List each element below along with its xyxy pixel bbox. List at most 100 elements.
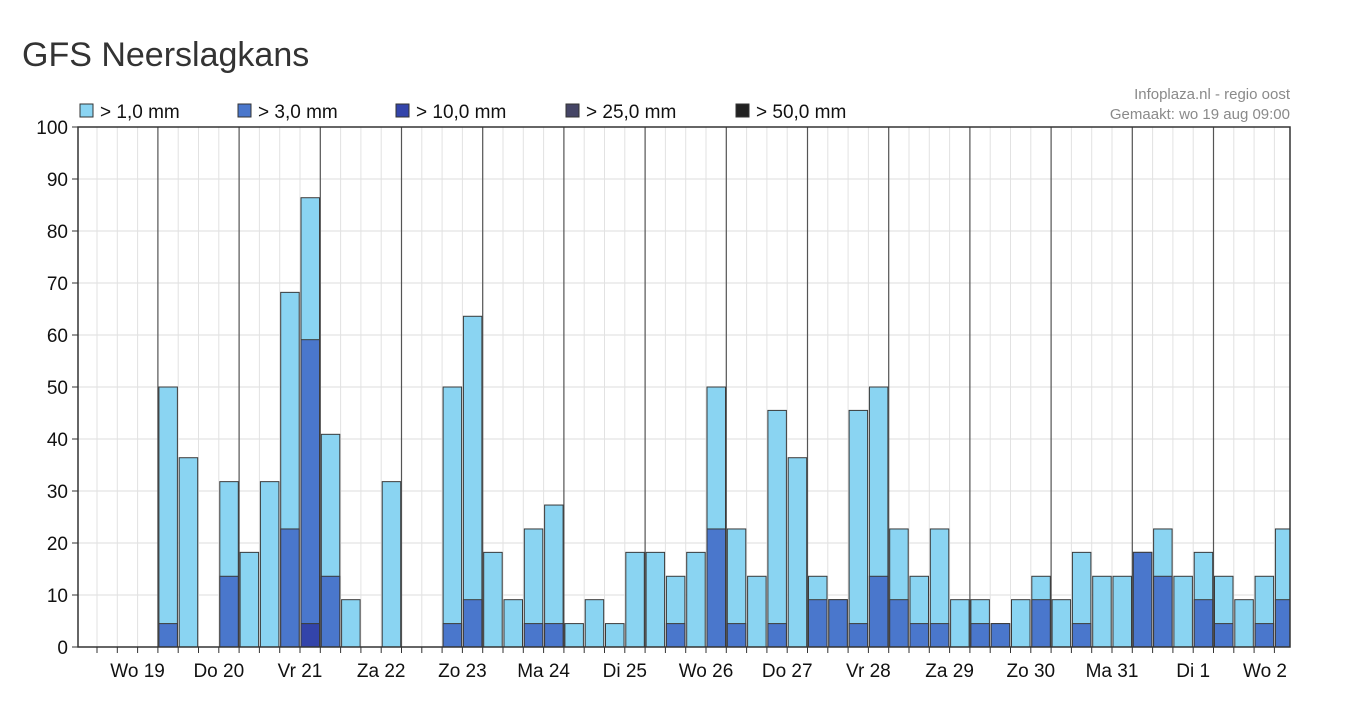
bar-series-1	[1254, 623, 1275, 648]
x-day-label: Vr 28	[846, 661, 891, 682]
bar-series-1	[280, 528, 300, 648]
bar-series-2	[300, 623, 320, 648]
bar-series-1	[889, 599, 909, 648]
bar-series-1	[320, 575, 341, 648]
bar-series-1	[665, 623, 686, 648]
bar-series-0	[1092, 575, 1112, 648]
x-day-label: Za 22	[357, 661, 406, 682]
bar-series-0	[1051, 599, 1072, 648]
x-day-label: Za 29	[925, 661, 974, 682]
bar-series-1	[706, 528, 726, 648]
legend-label: > 3,0 mm	[258, 102, 338, 123]
x-day-label: Do 20	[193, 661, 244, 682]
bar-series-1	[929, 623, 950, 648]
bar-series-0	[787, 457, 808, 648]
bar-series-0	[259, 481, 280, 648]
bar-series-0	[605, 623, 625, 648]
bar-series-0	[848, 409, 869, 648]
legend-label: > 1,0 mm	[100, 102, 180, 123]
y-tick-label: 50	[47, 378, 68, 399]
bar-series-0	[625, 551, 645, 648]
y-tick-label: 80	[47, 222, 68, 243]
legend-swatch	[735, 103, 750, 118]
legend-label: > 25,0 mm	[586, 102, 676, 123]
legend-label: > 10,0 mm	[416, 102, 506, 123]
bar-series-1	[808, 599, 828, 648]
bar-series-0	[747, 575, 767, 648]
x-day-label: Do 27	[762, 661, 813, 682]
x-day-label: Ma 31	[1086, 661, 1139, 682]
bar-series-1	[970, 623, 990, 648]
y-tick-label: 30	[47, 482, 68, 503]
bar-series-1	[1132, 551, 1153, 648]
page-title: GFS Neerslagkans	[22, 36, 310, 74]
bar-series-1	[1274, 599, 1291, 648]
bar-series-1	[990, 623, 1011, 648]
legend: > 1,0 mm > 3,0 mm > 10,0 mm > 25,0 mm > 50,0…	[79, 102, 846, 123]
grid-lines	[78, 126, 1290, 647]
bar-series-1	[1193, 599, 1214, 648]
x-day-label: Vr 21	[278, 661, 323, 682]
bar-series-0	[239, 551, 260, 648]
bar-series-0	[1011, 599, 1031, 648]
bar-series-1	[1071, 623, 1092, 648]
bar-series-1	[1153, 575, 1173, 648]
x-day-label: Ma 24	[517, 661, 570, 682]
bar-series-0	[686, 551, 706, 648]
bar-series-0	[503, 599, 523, 648]
bar-series-1	[523, 623, 544, 648]
bar-series-0	[462, 315, 483, 648]
bar-series-0	[564, 623, 584, 648]
bar-series-0	[178, 457, 199, 648]
source-note-line: Gemaakt: wo 19 aug 09:00	[1110, 106, 1290, 123]
bar-series-0	[1173, 575, 1193, 648]
bar-series-1	[544, 623, 564, 648]
y-tick-label: 70	[47, 274, 68, 295]
x-day-label: Wo 19	[110, 661, 165, 682]
bar-series-1	[828, 599, 848, 648]
y-tick-label: 20	[47, 534, 68, 555]
x-day-label: Di 25	[603, 661, 647, 682]
bar-series-1	[1214, 623, 1234, 648]
bar-series-0	[584, 599, 605, 648]
bar-series-1	[462, 599, 483, 648]
y-tick-label: 90	[47, 170, 68, 191]
x-day-label: Di 1	[1176, 661, 1210, 682]
axis-labels: 0 10 20 30 40 50 60 70 80 90 100 Wo 19 Do 20 Vr 21 Za …	[36, 118, 1287, 682]
y-tick-label: 10	[47, 586, 68, 607]
bar-series-0	[341, 599, 361, 648]
x-day-label: Wo 26	[679, 661, 734, 682]
legend-label: > 50,0 mm	[756, 102, 846, 123]
bar-series-0	[483, 551, 503, 648]
legend-swatch	[79, 103, 94, 118]
source-note-line: Infoplaza.nl - regio oost	[1134, 86, 1291, 103]
bar-series-0	[442, 386, 463, 648]
y-tick-label: 0	[57, 638, 68, 659]
x-day-label: Zo 30	[1007, 661, 1056, 682]
y-tick-label: 100	[36, 118, 68, 139]
bars	[158, 197, 1291, 648]
bar-series-0	[950, 599, 970, 648]
bar-series-1	[300, 339, 320, 648]
bar-series-1	[726, 623, 747, 648]
legend-swatch	[395, 103, 410, 118]
bar-series-1	[909, 623, 929, 648]
bar-series-0	[1112, 575, 1132, 648]
bar-series-0	[381, 481, 402, 648]
x-day-label: Zo 23	[438, 661, 487, 682]
bar-series-0	[1234, 599, 1254, 648]
source-note: Infoplaza.nl - regio oost Gemaakt: wo 19 …	[1110, 86, 1291, 123]
x-day-label: Wo 2	[1243, 661, 1287, 682]
bar-series-0	[767, 409, 787, 648]
bar-series-1	[848, 623, 869, 648]
bar-series-1	[1031, 599, 1051, 648]
bar-series-1	[442, 623, 463, 648]
bar-series-0	[645, 551, 666, 648]
legend-swatch	[565, 103, 580, 118]
bar-series-1	[767, 623, 787, 648]
y-tick-label: 40	[47, 430, 68, 451]
bar-series-0	[158, 386, 178, 648]
bar-series-1	[158, 623, 178, 648]
axes	[72, 126, 1291, 653]
